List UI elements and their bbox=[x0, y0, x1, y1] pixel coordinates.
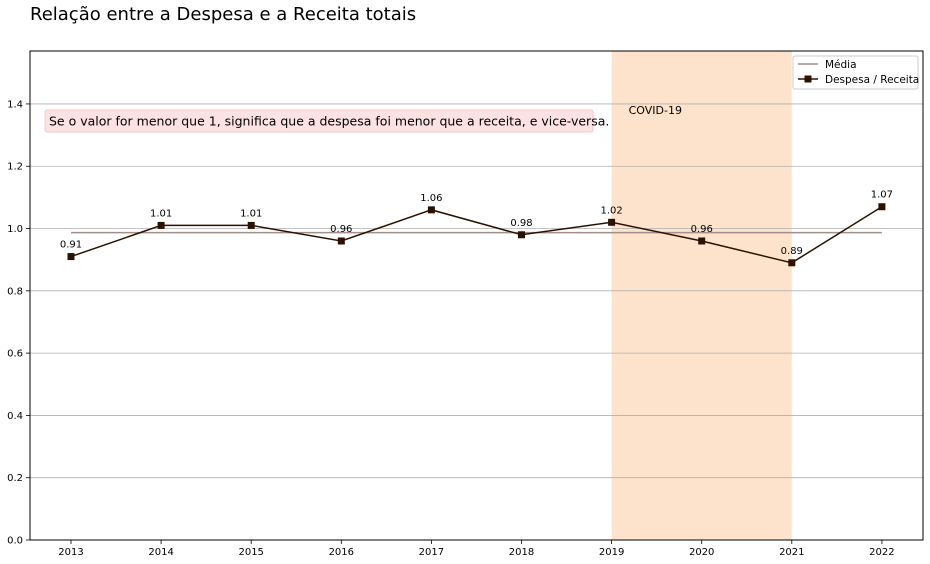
data-point bbox=[878, 203, 886, 211]
y-tick-label: 0.8 bbox=[7, 286, 23, 297]
data-point bbox=[247, 221, 255, 229]
data-label: 0.96 bbox=[330, 224, 352, 235]
covid-label: COVID-19 bbox=[629, 104, 682, 117]
data-label: 0.98 bbox=[510, 218, 532, 229]
x-tick-label: 2019 bbox=[599, 547, 624, 558]
data-label: 1.02 bbox=[600, 205, 622, 216]
note-text: Se o valor for menor que 1, significa qu… bbox=[49, 114, 609, 129]
y-grid bbox=[30, 103, 923, 479]
data-label: 1.07 bbox=[871, 190, 893, 201]
data-point bbox=[337, 237, 345, 245]
data-point bbox=[157, 221, 165, 229]
x-tick-label: 2022 bbox=[869, 547, 894, 558]
data-label: 1.01 bbox=[150, 208, 172, 219]
legend-series-marker bbox=[804, 75, 812, 83]
y-tick-label: 1.4 bbox=[7, 99, 23, 110]
data-point bbox=[698, 237, 706, 245]
x-tick-label: 2016 bbox=[329, 547, 354, 558]
y-tick-label: 1.0 bbox=[7, 224, 23, 235]
data-label: 1.06 bbox=[420, 193, 442, 204]
legend: Média Despesa / Receita bbox=[792, 55, 919, 90]
y-tick-label: 0.6 bbox=[7, 349, 23, 360]
y-tick-label: 0.0 bbox=[7, 536, 23, 547]
x-tick-label: 2020 bbox=[689, 547, 714, 558]
note-background bbox=[44, 109, 594, 133]
data-point bbox=[608, 218, 616, 226]
covid-highlight-band bbox=[611, 51, 792, 540]
y-axis: 0.0 0.2 0.4 0.6 0.8 1.0 1.2 1.4 bbox=[7, 99, 30, 547]
y-tick-label: 1.2 bbox=[7, 162, 23, 173]
x-tick-label: 2015 bbox=[238, 547, 263, 558]
x-tick-label: 2017 bbox=[419, 547, 444, 558]
note-box: Se o valor for menor que 1, significa qu… bbox=[44, 109, 609, 133]
x-tick-label: 2013 bbox=[58, 547, 83, 558]
series-markers bbox=[67, 203, 886, 267]
data-point bbox=[518, 231, 525, 239]
legend-mean-label: Média bbox=[825, 59, 857, 71]
series-line-despesa-receita bbox=[70, 206, 883, 264]
data-label: 0.91 bbox=[60, 240, 82, 251]
data-label: 0.89 bbox=[781, 246, 803, 257]
x-tick-label: 2021 bbox=[779, 547, 804, 558]
legend-series-label: Despesa / Receita bbox=[825, 74, 919, 86]
chart-title: Relação entre a Despesa e a Receita tota… bbox=[30, 4, 417, 25]
x-tick-label: 2014 bbox=[148, 547, 173, 558]
data-point bbox=[788, 259, 796, 267]
data-labels: 0.91 1.01 1.01 0.96 1.06 0.98 1.02 0.96 0.89 1.07 bbox=[60, 190, 893, 257]
legend-box bbox=[792, 55, 919, 90]
x-tick-label: 2018 bbox=[509, 547, 534, 558]
data-point bbox=[67, 253, 75, 261]
x-axis: 2013 2014 2015 2016 2017 2018 2019 2020 2021 2022 bbox=[58, 540, 895, 558]
data-point bbox=[427, 206, 435, 214]
data-label: 1.01 bbox=[240, 208, 262, 219]
y-tick-label: 0.2 bbox=[7, 473, 23, 484]
plot-frame bbox=[29, 50, 924, 541]
data-label: 0.96 bbox=[691, 224, 713, 235]
y-tick-label: 0.4 bbox=[7, 411, 23, 422]
